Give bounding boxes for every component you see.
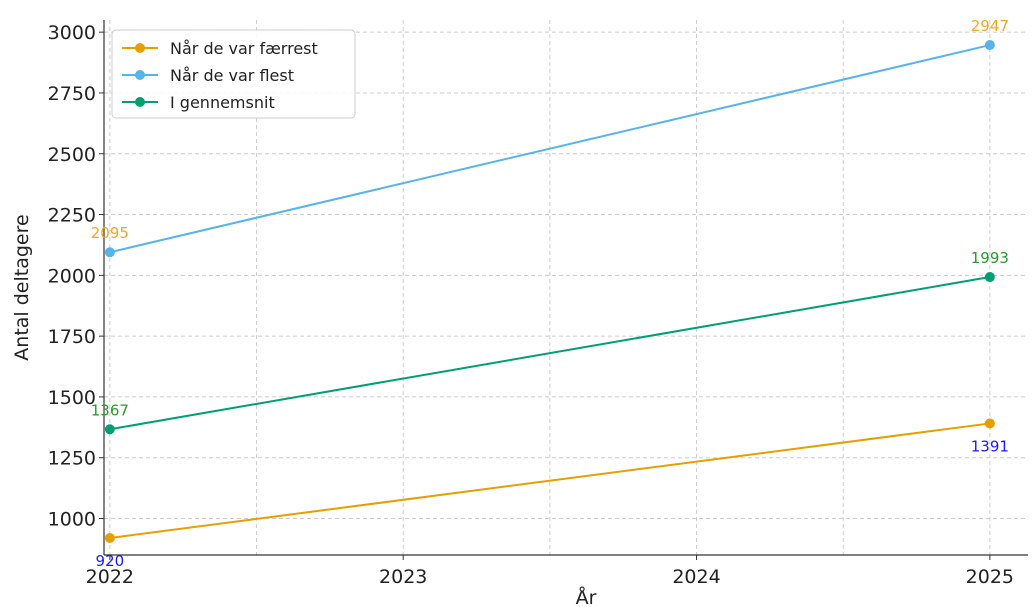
series-line-1: [109, 44, 991, 254]
legend-marker: [135, 43, 145, 53]
legend-label: I gennemsnit: [170, 93, 275, 112]
y-tick-label: 2250: [48, 205, 96, 227]
y-tick-label: 2500: [48, 144, 96, 166]
data-point: [104, 424, 115, 435]
data-label: 2947: [971, 17, 1009, 35]
y-tick-label: 2750: [48, 83, 96, 105]
series-line-0: [109, 422, 990, 539]
y-axis-title: Antal deltagere: [11, 214, 33, 360]
series-line-2: [109, 276, 991, 431]
y-tick-label: 2000: [48, 265, 96, 287]
y-tick-label: 1250: [48, 448, 96, 470]
data-label: 920: [96, 552, 125, 570]
y-tick-label: 1000: [48, 509, 96, 531]
data-label: 1993: [971, 249, 1009, 267]
data-point: [104, 532, 115, 543]
data-labels: 920 1391 2095 2947 1367 1993: [91, 17, 1009, 570]
x-axis-title: År: [576, 586, 597, 607]
legend-marker: [135, 70, 145, 80]
data-point: [104, 247, 115, 258]
data-point: [984, 272, 995, 283]
y-tick-label: 3000: [48, 22, 96, 44]
legend: Når de var færrest Når de var flest I genn…: [111, 29, 356, 119]
legend-marker: [135, 97, 145, 107]
legend-label: Når de var færrest: [170, 39, 318, 58]
legend-label: Når de var flest: [170, 66, 294, 85]
x-tick-label: 2023: [379, 566, 427, 588]
y-tick-label: 1500: [48, 387, 96, 409]
grid: [104, 20, 1028, 555]
axes: 1000 1250 1500 1750 2000 2250 2500 2750 3000 2022…: [48, 20, 1028, 588]
data-label: 1391: [971, 437, 1009, 455]
y-tick-label: 1750: [48, 326, 96, 348]
x-tick-label: 2025: [966, 566, 1014, 588]
data-point: [984, 418, 995, 429]
legend-box: [111, 29, 356, 119]
data-label: 2095: [91, 224, 129, 242]
data-point: [984, 40, 995, 51]
data-label: 1367: [91, 401, 129, 419]
x-tick-label: 2024: [672, 566, 720, 588]
x-tick-label: 2022: [86, 566, 134, 588]
series-layer: [104, 40, 995, 543]
